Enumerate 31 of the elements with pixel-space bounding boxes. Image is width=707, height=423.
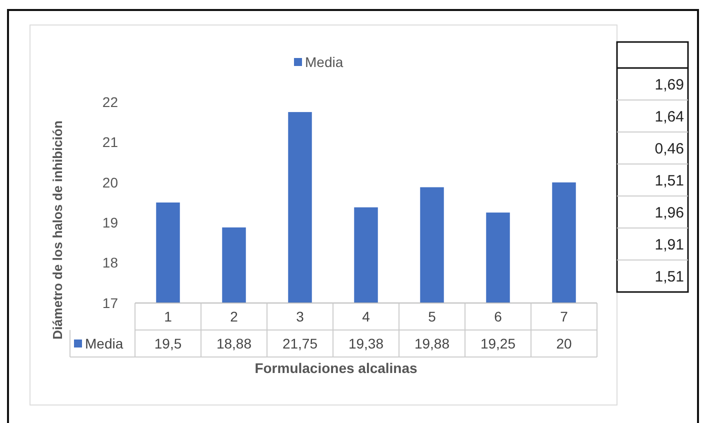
- x-tick-label: 3: [296, 308, 304, 324]
- data-label: 18,88: [216, 335, 252, 352]
- data-label: 19,5: [154, 335, 182, 352]
- x-axis-title: Formulaciones alcalinas: [254, 360, 418, 376]
- x-tick-label: 1: [164, 308, 172, 324]
- x-tick-label: 5: [428, 308, 436, 324]
- y-tick-label: 20: [102, 174, 118, 190]
- legend-label: Media: [305, 54, 344, 70]
- x-tick-label: 4: [362, 308, 370, 324]
- data-label: 19,25: [480, 335, 516, 352]
- y-tick-label: 19: [102, 214, 118, 230]
- data-label: 19,88: [414, 335, 450, 352]
- y-tick-label: 21: [102, 134, 118, 150]
- text: 0,46: [654, 140, 684, 158]
- text: Media: [85, 335, 124, 352]
- y-tick-label: 17: [102, 294, 118, 311]
- y-tick-label: 22: [102, 94, 118, 110]
- x-tick-label: 7: [560, 308, 568, 324]
- text: 1,96: [654, 204, 684, 222]
- text: 1,51: [654, 268, 684, 286]
- text: 1,69: [654, 76, 684, 94]
- data-label: 19,38: [348, 335, 384, 352]
- x-tick-label: 2: [230, 308, 238, 324]
- text: 1,64: [654, 108, 684, 126]
- y-tick-label: 18: [102, 254, 118, 271]
- text: 1,91: [654, 236, 684, 254]
- data-label: 21,75: [282, 335, 318, 352]
- x-tick-label: 6: [494, 308, 502, 324]
- y-axis-title: Diámetro de los halos de inhibición: [50, 120, 65, 340]
- data-label: 20: [556, 335, 572, 352]
- text: 1,51: [654, 172, 684, 190]
